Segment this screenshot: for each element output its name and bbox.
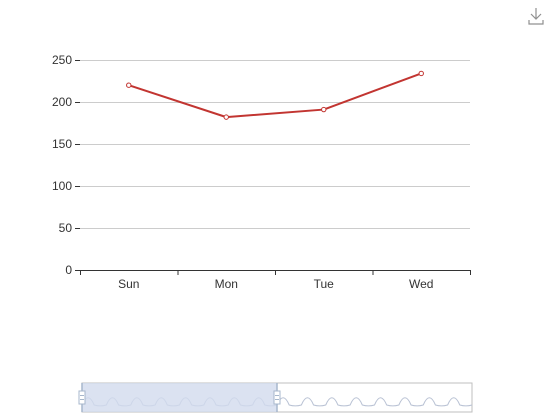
zoom-handle-end[interactable] — [273, 390, 281, 405]
series-line — [128, 72, 422, 119]
data-point[interactable] — [418, 70, 424, 77]
x-tick-label: Mon — [215, 277, 238, 291]
data-point[interactable] — [223, 114, 229, 120]
data-point[interactable] — [126, 82, 132, 88]
y-axis: 0 50 100 150 200 250 — [52, 53, 80, 277]
y-tick-label: 100 — [52, 179, 72, 193]
grid-lines — [80, 60, 470, 229]
data-point[interactable] — [321, 106, 327, 113]
x-tick-label: Wed — [409, 277, 433, 291]
series-group — [126, 70, 424, 120]
data-zoom-slider[interactable] — [78, 382, 473, 413]
download-icon — [528, 8, 544, 25]
x-tick-label: Tue — [314, 277, 335, 291]
download-button[interactable] — [526, 6, 546, 26]
x-tick-label: Sun — [118, 277, 139, 291]
y-tick-label: 200 — [52, 95, 72, 109]
y-tick-label: 150 — [52, 137, 72, 151]
y-tick-label: 0 — [65, 263, 72, 277]
y-tick-label: 250 — [52, 53, 72, 67]
y-tick-label: 50 — [59, 221, 73, 235]
zoom-selected-range[interactable] — [82, 383, 277, 412]
zoom-handle-start[interactable] — [78, 390, 86, 405]
x-axis: Sun Mon Tue Wed — [80, 270, 471, 291]
